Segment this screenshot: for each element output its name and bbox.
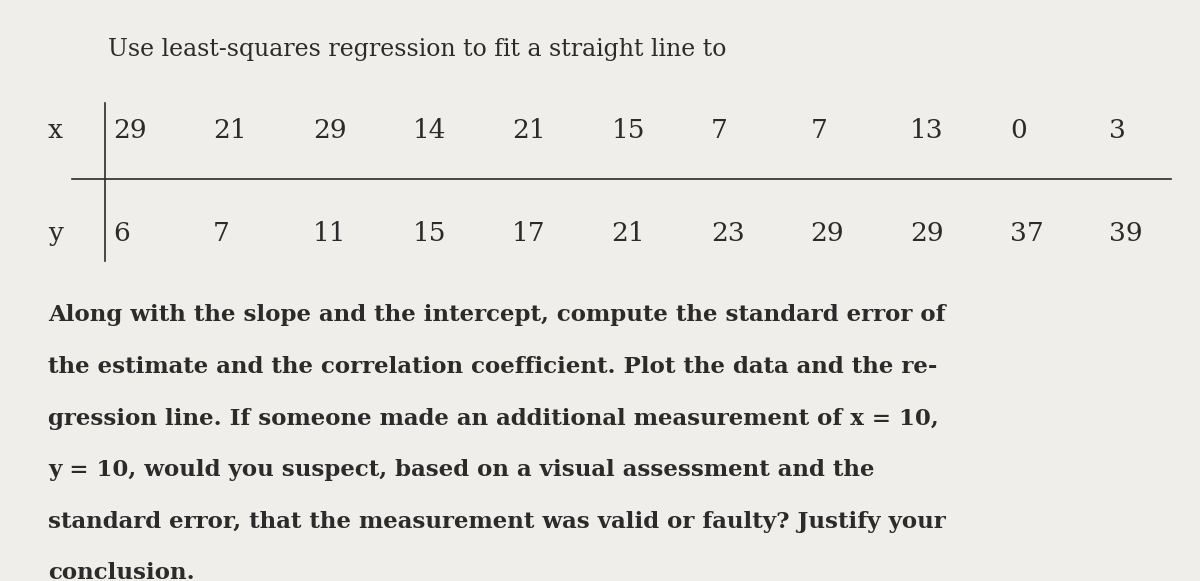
Text: 13: 13 xyxy=(911,118,944,143)
Text: x: x xyxy=(48,118,62,143)
Text: 39: 39 xyxy=(1110,221,1144,246)
Text: 29: 29 xyxy=(114,118,148,143)
Text: 7: 7 xyxy=(214,221,230,246)
Text: 6: 6 xyxy=(114,221,131,246)
Text: 29: 29 xyxy=(313,118,347,143)
Text: Along with the slope and the intercept, compute the standard error of: Along with the slope and the intercept, … xyxy=(48,304,946,327)
Text: 21: 21 xyxy=(214,118,247,143)
Text: 21: 21 xyxy=(612,221,646,246)
Text: 7: 7 xyxy=(712,118,728,143)
Text: conclusion.: conclusion. xyxy=(48,562,194,581)
Text: 7: 7 xyxy=(811,118,828,143)
Text: the estimate and the correlation coefficient. Plot the data and the re-: the estimate and the correlation coeffic… xyxy=(48,356,937,378)
Text: 14: 14 xyxy=(413,118,445,143)
Text: 29: 29 xyxy=(811,221,845,246)
Text: gression line. If someone made an additional measurement of x = 10,: gression line. If someone made an additi… xyxy=(48,407,938,429)
Text: 11: 11 xyxy=(313,221,347,246)
Text: 15: 15 xyxy=(413,221,445,246)
Text: 37: 37 xyxy=(1010,221,1044,246)
Text: 23: 23 xyxy=(712,221,745,246)
Text: 17: 17 xyxy=(512,221,546,246)
Text: 21: 21 xyxy=(512,118,546,143)
Text: standard error, that the measurement was valid or faulty? Justify your: standard error, that the measurement was… xyxy=(48,511,946,533)
Text: 29: 29 xyxy=(911,221,944,246)
Text: 0: 0 xyxy=(1010,118,1026,143)
Text: Use least-squares regression to fit a straight line to: Use least-squares regression to fit a st… xyxy=(108,38,726,61)
Text: 3: 3 xyxy=(1110,118,1127,143)
Text: y = 10, would you suspect, based on a visual assessment and the: y = 10, would you suspect, based on a vi… xyxy=(48,459,875,481)
Text: y: y xyxy=(48,221,62,246)
Text: 15: 15 xyxy=(612,118,644,143)
